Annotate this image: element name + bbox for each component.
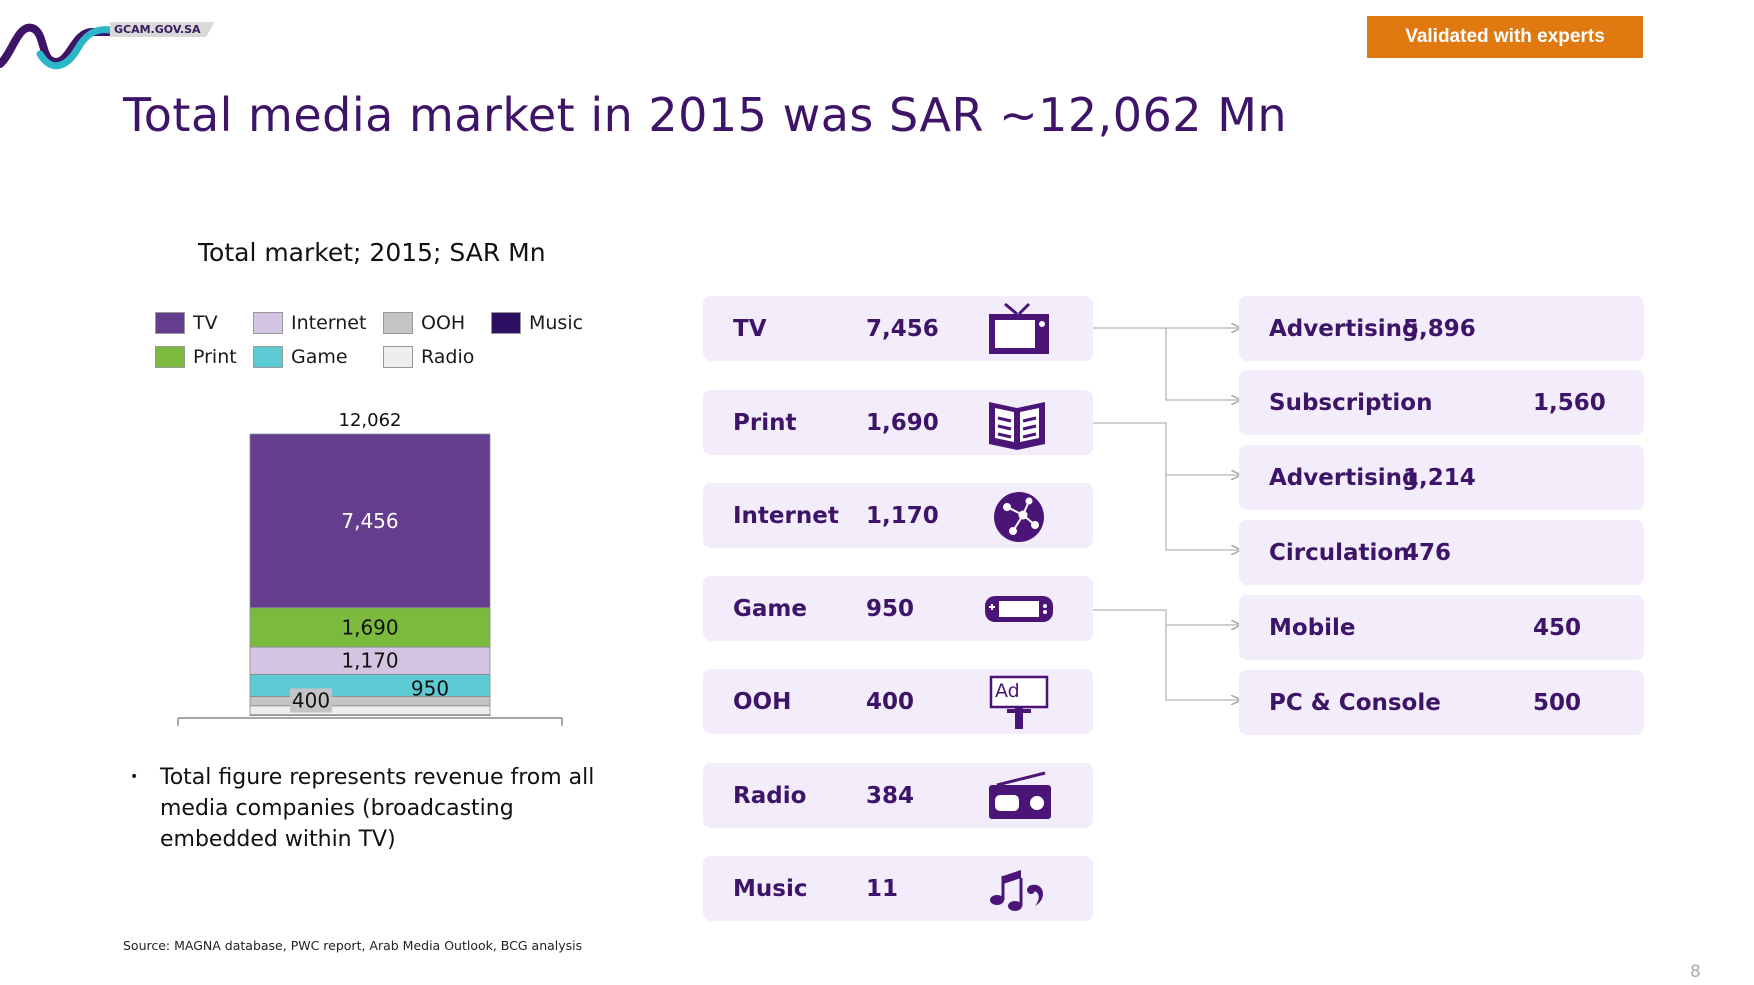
svg-text:Ad: Ad xyxy=(995,680,1020,702)
legend-label-game: Game xyxy=(291,346,348,368)
segment-name: Internet xyxy=(733,502,839,529)
segment-value: 950 xyxy=(866,595,915,622)
segment-card-print: Print 1,690 xyxy=(703,390,1093,455)
breakdown-value: 500 xyxy=(1533,689,1582,716)
bar-segment-internet xyxy=(249,646,491,675)
chart-title: Total market; 2015; SAR Mn xyxy=(198,238,546,267)
segment-value: 7,456 xyxy=(866,315,939,342)
source-note: Source: MAGNA database, PWC report, Arab… xyxy=(123,938,583,953)
data-label-ooh: 400 xyxy=(292,688,330,712)
breakdown-card-game-mobile: Mobile 450 xyxy=(1239,595,1644,660)
breakdown-name: PC & Console xyxy=(1269,689,1441,716)
breakdown-card-print-advertising: Advertising 1,214 xyxy=(1239,445,1644,510)
breakdown-value: 1,560 xyxy=(1533,389,1606,416)
data-label-internet: 1,170 xyxy=(341,649,398,673)
segment-value: 1,170 xyxy=(866,502,939,529)
legend-label-internet: Internet xyxy=(291,312,367,334)
breakdown-value: 1,214 xyxy=(1403,464,1476,491)
legend-swatch-print xyxy=(155,346,185,368)
segment-card-internet: Internet 1,170 xyxy=(703,483,1093,548)
legend-swatch-tv xyxy=(155,312,185,334)
data-label-print: 1,690 xyxy=(341,615,398,639)
breakdown-card-tv-advertising: Advertising 5,896 xyxy=(1239,296,1644,361)
segment-card-music: Music 11 xyxy=(703,856,1093,921)
breakdown-card-tv-subscription: Subscription 1,560 xyxy=(1239,370,1644,435)
breakdown-name: Subscription xyxy=(1269,389,1433,416)
segment-value: 400 xyxy=(866,688,915,715)
logo-wave-icon xyxy=(0,23,114,70)
globe-icon xyxy=(994,492,1044,542)
book-icon xyxy=(989,402,1045,450)
breakdown-name: Advertising xyxy=(1269,315,1419,342)
billboard-icon: Ad xyxy=(989,675,1049,729)
legend-swatch-game xyxy=(253,346,283,368)
page-title: Total media market in 2015 was SAR ~12,0… xyxy=(123,88,1288,142)
segment-name: Game xyxy=(733,595,807,622)
logo-text: GCAM.GOV.SA xyxy=(110,22,215,37)
breakdown-card-print-circulation: Circulation 476 xyxy=(1239,520,1644,585)
segment-name: TV xyxy=(733,315,767,342)
legend-label-radio: Radio xyxy=(421,346,475,368)
legend-swatch-ooh xyxy=(383,312,413,334)
segment-value: 384 xyxy=(866,782,915,809)
legend-item-music: Music xyxy=(491,312,583,334)
segment-card-game: Game 950 xyxy=(703,576,1093,641)
bar-segment-tv xyxy=(249,433,491,609)
breakdown-value: 450 xyxy=(1533,614,1582,641)
breakdown-name: Mobile xyxy=(1269,614,1356,641)
segment-card-tv: TV 7,456 xyxy=(703,296,1093,361)
breakdown-name: Advertising xyxy=(1269,464,1419,491)
legend-item-print: Print xyxy=(155,346,237,368)
breakdown-value: 476 xyxy=(1403,539,1452,566)
segment-name: Radio xyxy=(733,782,807,809)
gcam-logo xyxy=(0,14,210,74)
footnote-text: Total figure represents revenue from all… xyxy=(160,765,595,852)
legend-swatch-radio xyxy=(383,346,413,368)
legend-item-radio: Radio xyxy=(383,346,474,368)
music-icon xyxy=(990,870,1043,911)
data-label-bg-ooh xyxy=(290,688,332,713)
legend-swatch-internet xyxy=(253,312,283,334)
validated-badge: Validated with experts xyxy=(1367,16,1643,58)
segment-card-radio: Radio 384 xyxy=(703,763,1093,828)
legend-swatch-music xyxy=(491,312,521,334)
bullet-icon: • xyxy=(130,769,139,785)
data-label-tv: 7,456 xyxy=(341,509,398,533)
stacked-bar-chart: 7,456 1,690 1,170 950 400 12,062 xyxy=(177,410,563,726)
segment-name: Music xyxy=(733,875,808,902)
legend-label-music: Music xyxy=(529,312,584,334)
legend-item-game: Game xyxy=(253,346,348,368)
segment-name: OOH xyxy=(733,688,792,715)
page-number: 8 xyxy=(1690,962,1701,982)
bar-segment-ooh xyxy=(249,696,491,707)
breakdown-name: Circulation xyxy=(1269,539,1410,566)
legend-item-tv: TV xyxy=(155,312,218,334)
segment-value: 1,690 xyxy=(866,409,939,436)
breakdown-value: 5,896 xyxy=(1403,315,1476,342)
tv-icon xyxy=(989,302,1049,354)
game-console-icon xyxy=(985,596,1053,622)
segment-name: Print xyxy=(733,409,797,436)
bar-segment-print xyxy=(249,607,491,648)
legend-label-tv: TV xyxy=(193,312,218,334)
radio-icon xyxy=(989,771,1051,819)
legend-item-internet: Internet xyxy=(253,312,366,334)
breakdown-card-game-pc-console: PC & Console 500 xyxy=(1239,670,1644,735)
legend-label-ooh: OOH xyxy=(421,312,466,334)
segment-value: 11 xyxy=(866,875,899,902)
bar-segment-radio xyxy=(249,705,491,716)
legend-item-ooh: OOH xyxy=(383,312,465,334)
total-label: 12,062 xyxy=(339,410,402,431)
legend-label-print: Print xyxy=(193,346,237,368)
bar-segment-game xyxy=(249,673,491,697)
segment-card-ooh: OOH 400 Ad xyxy=(703,669,1093,734)
data-label-game: 950 xyxy=(411,676,449,700)
